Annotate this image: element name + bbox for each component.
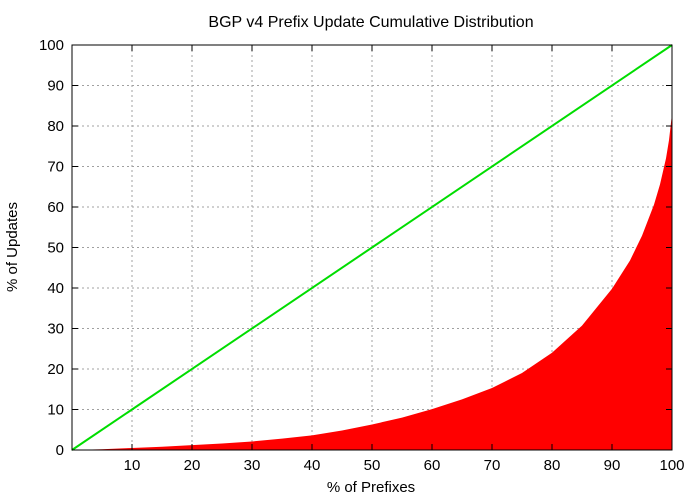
- x-tick-label: 60: [424, 457, 441, 474]
- x-tick-label: 30: [244, 457, 261, 474]
- y-tick-label: 100: [39, 37, 64, 54]
- y-tick-label: 90: [47, 78, 64, 95]
- y-tick-label: 30: [47, 321, 64, 338]
- y-tick-label: 70: [47, 159, 64, 176]
- x-tick-label: 10: [124, 457, 141, 474]
- tick-layer: 10 20 30 40 50 60 70 80 90 100 0 10 20 30 40 50 60 70 80 90…: [39, 37, 685, 474]
- y-tick-label: 50: [47, 240, 64, 257]
- uniform-reference-line: [71, 44, 673, 451]
- area-layer: [72, 113, 672, 450]
- y-tick-label: 40: [47, 280, 64, 297]
- x-tick-label: 40: [304, 457, 321, 474]
- x-tick-label: 100: [659, 457, 684, 474]
- x-axis-label: % of Prefixes: [327, 479, 415, 496]
- x-tick-label: 50: [364, 457, 381, 474]
- line-layer: [71, 44, 673, 451]
- x-tick-label: 90: [604, 457, 621, 474]
- y-tick-label: 10: [47, 402, 64, 419]
- x-tick-label: 20: [184, 457, 201, 474]
- chart-title: BGP v4 Prefix Update Cumulative Distribu…: [208, 14, 533, 31]
- y-tick-label: 0: [56, 442, 64, 459]
- x-tick-label: 80: [544, 457, 561, 474]
- x-tick-label: 70: [484, 457, 501, 474]
- cumulative-distribution-area: [72, 113, 672, 450]
- y-tick-label: 60: [47, 199, 64, 216]
- y-tick-label: 20: [47, 361, 64, 378]
- y-axis-label: % of Updates: [4, 202, 21, 292]
- y-tick-label: 80: [47, 118, 64, 135]
